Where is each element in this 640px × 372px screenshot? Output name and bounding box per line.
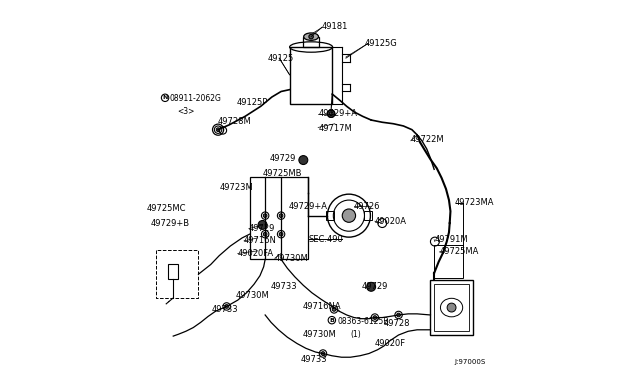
- Text: 49733: 49733: [212, 305, 239, 314]
- Circle shape: [279, 232, 283, 236]
- Circle shape: [321, 352, 325, 355]
- Text: 49722M: 49722M: [411, 135, 444, 144]
- Text: 49728M: 49728M: [218, 117, 252, 126]
- Bar: [326, 211, 334, 220]
- Text: 49791M: 49791M: [434, 235, 468, 244]
- Text: 49729: 49729: [362, 282, 388, 291]
- Circle shape: [367, 282, 376, 291]
- Bar: [303, 37, 319, 47]
- Text: 49730M: 49730M: [302, 330, 336, 340]
- Text: N: N: [163, 95, 168, 100]
- Text: 49125P: 49125P: [237, 98, 268, 107]
- Text: 49716N: 49716N: [244, 236, 277, 246]
- Text: 49728: 49728: [384, 320, 410, 328]
- Text: 08911-2062G: 08911-2062G: [170, 94, 222, 103]
- Text: 49723MA: 49723MA: [454, 198, 493, 207]
- Text: SEC.490: SEC.490: [308, 235, 343, 244]
- Text: J:97000S: J:97000S: [454, 359, 485, 365]
- Circle shape: [263, 214, 267, 218]
- Text: 49726: 49726: [354, 202, 381, 211]
- Text: 49729+B: 49729+B: [150, 219, 189, 228]
- Text: 49717M: 49717M: [318, 124, 352, 133]
- Ellipse shape: [304, 33, 319, 40]
- Text: 49729: 49729: [249, 224, 275, 233]
- Text: 49723M: 49723M: [219, 183, 253, 192]
- Text: 49733: 49733: [271, 282, 298, 291]
- Bar: [168, 264, 179, 279]
- Circle shape: [263, 232, 267, 236]
- Bar: [434, 284, 469, 331]
- Circle shape: [279, 214, 283, 218]
- Circle shape: [329, 112, 333, 116]
- Text: 49733: 49733: [301, 355, 327, 364]
- Text: 49725MC: 49725MC: [147, 204, 186, 213]
- Circle shape: [328, 110, 335, 118]
- Text: (1): (1): [350, 330, 361, 340]
- Text: 08363-6125B: 08363-6125B: [338, 317, 389, 326]
- Circle shape: [332, 308, 336, 311]
- Text: 49729+A: 49729+A: [289, 202, 328, 211]
- Text: 49020F: 49020F: [375, 339, 406, 348]
- Circle shape: [216, 128, 220, 132]
- Circle shape: [258, 221, 267, 230]
- Bar: [431, 280, 473, 335]
- Circle shape: [309, 35, 314, 39]
- Circle shape: [225, 305, 228, 308]
- Text: 49020FA: 49020FA: [237, 249, 274, 258]
- Text: 49730M: 49730M: [236, 291, 269, 300]
- Circle shape: [447, 303, 456, 312]
- Circle shape: [342, 209, 356, 222]
- Bar: [434, 245, 463, 278]
- Text: 49125: 49125: [268, 54, 294, 62]
- Circle shape: [299, 155, 308, 164]
- Text: 49730M: 49730M: [275, 254, 308, 263]
- Text: 49181: 49181: [322, 22, 348, 31]
- Bar: [250, 177, 308, 259]
- Text: 49729: 49729: [270, 154, 296, 163]
- Text: 49725MA: 49725MA: [439, 247, 479, 256]
- Text: 49729+A: 49729+A: [318, 109, 357, 118]
- Text: 49716NA: 49716NA: [302, 302, 341, 311]
- Bar: [364, 211, 372, 220]
- Bar: [290, 47, 332, 105]
- Text: B: B: [330, 318, 334, 323]
- Circle shape: [373, 316, 377, 320]
- Text: <3>: <3>: [177, 108, 195, 116]
- Text: 49725MB: 49725MB: [262, 169, 302, 177]
- Circle shape: [397, 313, 401, 317]
- Text: 49125G: 49125G: [364, 39, 397, 48]
- Text: 49020A: 49020A: [375, 217, 407, 226]
